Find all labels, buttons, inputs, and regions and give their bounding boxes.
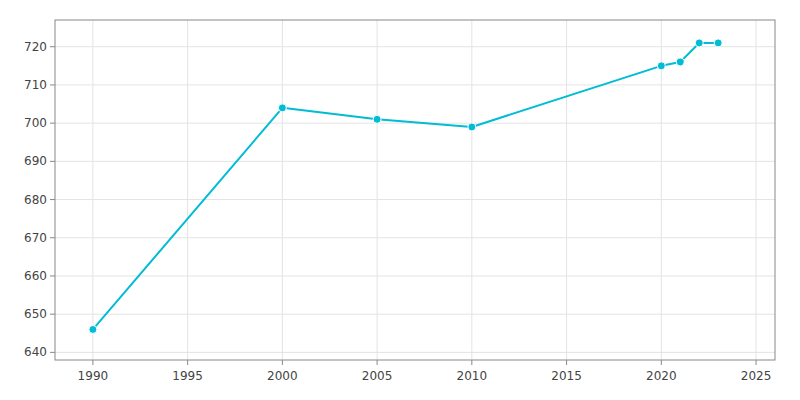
y-tick-label: 720: [24, 40, 47, 54]
x-tick: [187, 360, 188, 365]
chart-container: 1990 1995 2000 2005 2010 2015 2020 2025 640 650 66…: [0, 0, 800, 400]
plot-area: [89, 39, 722, 334]
x-tick-label: 2020: [646, 369, 677, 383]
point: [89, 325, 97, 333]
y-grid-line: [55, 161, 775, 162]
y-tick-label: 650: [24, 307, 47, 321]
y-tick: [50, 314, 55, 315]
y-tick: [50, 46, 55, 47]
y-tick: [50, 237, 55, 238]
y-grid-line: [55, 314, 775, 315]
line: [93, 43, 718, 330]
x-tick: [566, 360, 567, 365]
x-grid-line: [661, 20, 662, 360]
point: [373, 115, 381, 123]
x-tick-label: 2010: [457, 369, 488, 383]
x-grid-line: [471, 20, 472, 360]
x-tick: [661, 360, 662, 365]
x-grid-line: [566, 20, 567, 360]
y-tick-label: 690: [24, 154, 47, 168]
point: [468, 123, 476, 131]
x-tick-label: 2015: [551, 369, 582, 383]
y-tick: [50, 84, 55, 85]
x-tick-label: 1990: [78, 369, 109, 383]
chart-svg: 1990 1995 2000 2005 2010 2015 2020 2025 640 650 66…: [0, 0, 800, 400]
y-tick: [50, 199, 55, 200]
point: [278, 104, 286, 112]
y-tick-label: 670: [24, 231, 47, 245]
y-grid-line: [55, 199, 775, 200]
page: {"chart_data": {"type": "line", "x": [19…: [0, 0, 800, 400]
x-grid-line: [187, 20, 188, 360]
point: [695, 39, 703, 47]
grid: [55, 20, 775, 360]
point: [676, 58, 684, 66]
x-tick-label: 2025: [741, 369, 772, 383]
point: [657, 62, 665, 70]
x-tick-label: 1995: [172, 369, 203, 383]
y-tick-label: 700: [24, 116, 47, 130]
y-tick: [50, 161, 55, 162]
x-tick: [756, 360, 757, 365]
y-tick-label: 680: [24, 193, 47, 207]
axes: 1990 1995 2000 2005 2010 2015 2020 2025 640 650 66…: [24, 20, 775, 383]
y-grid-line: [55, 84, 775, 85]
y-tick-label: 640: [24, 345, 47, 359]
point: [714, 39, 722, 47]
x-grid-line: [377, 20, 378, 360]
x-tick: [92, 360, 93, 365]
plot-frame: [55, 20, 775, 360]
x-tick-label: 2000: [267, 369, 298, 383]
x-grid-line: [756, 20, 757, 360]
x-tick: [282, 360, 283, 365]
y-tick: [50, 352, 55, 353]
y-grid-line: [55, 352, 775, 353]
y-tick-label: 710: [24, 78, 47, 92]
y-tick-label: 660: [24, 269, 47, 283]
x-grid-line: [92, 20, 93, 360]
x-grid-line: [282, 20, 283, 360]
y-tick: [50, 275, 55, 276]
y-grid-line: [55, 275, 775, 276]
x-tick: [377, 360, 378, 365]
x-tick: [471, 360, 472, 365]
x-tick-label: 2005: [362, 369, 393, 383]
y-tick: [50, 123, 55, 124]
y-grid-line: [55, 46, 775, 47]
y-grid-line: [55, 237, 775, 238]
